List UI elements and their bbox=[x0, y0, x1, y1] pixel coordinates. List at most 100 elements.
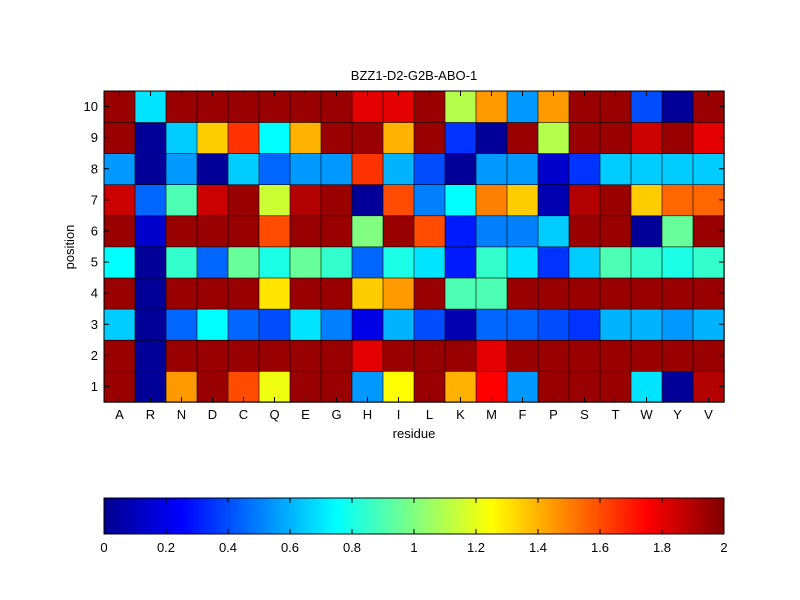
heatmap-cell-M-2 bbox=[475, 339, 508, 372]
heatmap-cell-P-7 bbox=[537, 184, 570, 217]
heatmap-cell-M-4 bbox=[475, 277, 508, 310]
heatmap-cell-H-3 bbox=[351, 308, 384, 341]
heatmap-cell-M-10 bbox=[475, 90, 508, 123]
heatmap-cell-L-8 bbox=[413, 152, 446, 185]
heatmap-cell-S-5 bbox=[568, 246, 601, 279]
x-tick-label: N bbox=[177, 407, 186, 422]
heatmap-cell-A-3 bbox=[103, 308, 136, 341]
heatmap-cell-D-9 bbox=[196, 121, 229, 154]
heatmap-cell-T-7 bbox=[599, 184, 632, 217]
heatmap-cell-E-3 bbox=[289, 308, 322, 341]
x-tick-label: L bbox=[426, 407, 433, 422]
heatmap-cell-W-5 bbox=[630, 246, 663, 279]
heatmap-cell-G-9 bbox=[320, 121, 353, 154]
x-tick-label: H bbox=[363, 407, 372, 422]
heatmap-cell-A-5 bbox=[103, 246, 136, 279]
heatmap-cell-I-8 bbox=[382, 152, 415, 185]
heatmap-cell-H-2 bbox=[351, 339, 384, 372]
heatmap-cell-I-6 bbox=[382, 215, 415, 248]
heatmap-cell-L-4 bbox=[413, 277, 446, 310]
heatmap-cell-N-5 bbox=[165, 246, 198, 279]
heatmap-cell-L-9 bbox=[413, 121, 446, 154]
heatmap-cell-C-7 bbox=[227, 184, 260, 217]
heatmap-cell-N-7 bbox=[165, 184, 198, 217]
heatmap-cell-T-5 bbox=[599, 246, 632, 279]
heatmap-cell-S-6 bbox=[568, 215, 601, 248]
heatmap-cell-H-8 bbox=[351, 152, 384, 185]
heatmap-cell-R-8 bbox=[134, 152, 167, 185]
heatmap-cell-I-5 bbox=[382, 246, 415, 279]
x-tick-label: D bbox=[208, 407, 217, 422]
heatmap-cell-C-8 bbox=[227, 152, 260, 185]
heatmap-cell-C-6 bbox=[227, 215, 260, 248]
heatmap-cell-H-5 bbox=[351, 246, 384, 279]
heatmap-cell-Q-7 bbox=[258, 184, 291, 217]
heatmap-cell-N-2 bbox=[165, 339, 198, 372]
x-tick-label: C bbox=[239, 407, 248, 422]
x-tick-label: R bbox=[146, 407, 155, 422]
heatmap-cell-P-3 bbox=[537, 308, 570, 341]
x-tick-label: S bbox=[580, 407, 589, 422]
heatmap-cell-E-6 bbox=[289, 215, 322, 248]
y-axis-ticks: 1 2 3 4 5 6 7 8 9 10 bbox=[84, 99, 724, 394]
x-tick-label: V bbox=[704, 407, 713, 422]
heatmap-cell-W-10 bbox=[630, 90, 663, 123]
heatmap-cell-D-7 bbox=[196, 184, 229, 217]
colorbar-tick-label: 0 bbox=[100, 540, 107, 555]
heatmap-cell-H-7 bbox=[351, 184, 384, 217]
heatmap-cell-C-10 bbox=[227, 90, 260, 123]
heatmap-cell-N-8 bbox=[165, 152, 198, 185]
colorbar-tick-label: 1.4 bbox=[529, 540, 547, 555]
heatmap-cell-H-9 bbox=[351, 121, 384, 154]
heatmap-cell-R-4 bbox=[134, 277, 167, 310]
heatmap-cell-A-2 bbox=[103, 339, 136, 372]
heatmap-cell-W-9 bbox=[630, 121, 663, 154]
heatmap-cell-F-4 bbox=[506, 277, 539, 310]
y-tick-label: 3 bbox=[91, 317, 98, 332]
heatmap-cell-N-6 bbox=[165, 215, 198, 248]
colorbar-tick-label: 1 bbox=[410, 540, 417, 555]
heatmap-cell-M-7 bbox=[475, 184, 508, 217]
heatmap-cell-D-2 bbox=[196, 339, 229, 372]
heatmap-cell-P-6 bbox=[537, 215, 570, 248]
heatmap-cell-S-8 bbox=[568, 152, 601, 185]
heatmap-cell-L-5 bbox=[413, 246, 446, 279]
heatmap-cell-T-2 bbox=[599, 339, 632, 372]
x-tick-label: A bbox=[115, 407, 124, 422]
heatmap-cell-R-7 bbox=[134, 184, 167, 217]
heatmap-cell-Q-8 bbox=[258, 152, 291, 185]
heatmap-cell-N-4 bbox=[165, 277, 198, 310]
heatmap-cell-W-3 bbox=[630, 308, 663, 341]
heatmap-cell-H-6 bbox=[351, 215, 384, 248]
x-tick-label: M bbox=[486, 407, 497, 422]
heatmap-frame bbox=[103, 90, 725, 403]
heatmap-cell-Q-10 bbox=[258, 90, 291, 123]
y-axis-label: position bbox=[62, 225, 77, 270]
heatmap-cell-G-2 bbox=[320, 339, 353, 372]
heatmap-cell-I-9 bbox=[382, 121, 415, 154]
heatmap-cell-S-9 bbox=[568, 121, 601, 154]
y-tick-label: 9 bbox=[91, 130, 98, 145]
heatmap-cell-M-5 bbox=[475, 246, 508, 279]
y-tick-label: 10 bbox=[84, 99, 98, 114]
chart-title: BZZ1-D2-G2B-ABO-1 bbox=[351, 68, 477, 83]
heatmap-cell-P-2 bbox=[537, 339, 570, 372]
heatmap-cell-V-8 bbox=[692, 152, 725, 185]
heatmap-cell-D-4 bbox=[196, 277, 229, 310]
heatmap-cell-D-3 bbox=[196, 308, 229, 341]
heatmap-cell-Q-3 bbox=[258, 308, 291, 341]
x-tick-label: I bbox=[397, 407, 401, 422]
heatmap-cell-K-3 bbox=[444, 308, 477, 341]
heatmap-cell-K-4 bbox=[444, 277, 477, 310]
heatmap-cell-L-2 bbox=[413, 339, 446, 372]
heatmap-cell-R-6 bbox=[134, 215, 167, 248]
heatmap-cell-N-3 bbox=[165, 308, 198, 341]
heatmap-cell-T-4 bbox=[599, 277, 632, 310]
heatmap-cell-M-3 bbox=[475, 308, 508, 341]
heatmap-cell-P-8 bbox=[537, 152, 570, 185]
heatmap-cell-C-3 bbox=[227, 308, 260, 341]
x-tick-label: T bbox=[612, 407, 620, 422]
heatmap-cell-S-7 bbox=[568, 184, 601, 217]
